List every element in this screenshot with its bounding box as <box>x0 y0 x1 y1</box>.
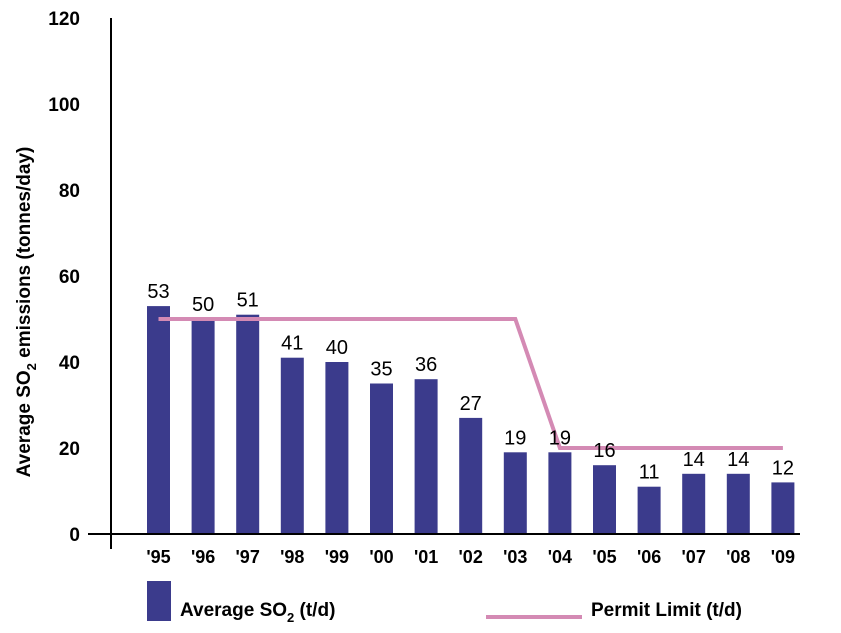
bar-0 <box>147 306 170 534</box>
y-tick-label-0: 0 <box>69 525 80 546</box>
y-tick-label-3: 60 <box>59 267 80 288</box>
data-label-0: 53 <box>147 281 169 303</box>
legend-line-label: Permit Limit (t/d) <box>591 600 742 621</box>
x-tick-label-9: '04 <box>548 547 572 567</box>
x-tick-label-0: '95 <box>146 547 170 567</box>
data-labels: 53 50 51 41 40 35 36 27 19 19 16 11 14 14 12 <box>147 281 794 484</box>
data-label-11: 11 <box>639 462 660 484</box>
bar-12 <box>682 473 706 534</box>
bar-4 <box>325 362 349 534</box>
bar-2 <box>236 314 260 534</box>
x-tick-label-14: '09 <box>771 547 795 567</box>
y-tick-label-5: 100 <box>48 95 80 116</box>
data-label-9: 19 <box>549 427 571 449</box>
y-tick-label-4: 80 <box>59 181 80 202</box>
axes-layer <box>88 18 800 549</box>
y-axis-title: Average SO2 emissions (tonnes/day) <box>14 147 39 478</box>
bar-9 <box>548 452 572 534</box>
x-tick-label-2: '97 <box>236 547 260 567</box>
data-label-14: 12 <box>772 457 794 479</box>
bar-1 <box>191 319 215 534</box>
bar-7 <box>459 417 483 534</box>
x-tick-label-4: '99 <box>325 547 349 567</box>
x-tick-label-8: '03 <box>503 547 527 567</box>
legend: Average SO2 (t/d) Permit Limit (t/d) <box>147 581 742 625</box>
data-label-2: 51 <box>237 290 259 312</box>
data-label-12: 14 <box>683 449 705 471</box>
bar-6 <box>414 379 438 534</box>
x-tick-label-7: '02 <box>459 547 483 567</box>
bar-13 <box>726 473 750 534</box>
data-label-6: 36 <box>415 354 437 376</box>
data-label-8: 19 <box>504 427 526 449</box>
x-tick-label-6: '01 <box>414 547 438 567</box>
legend-bar-label: Average SO2 (t/d) <box>180 600 335 625</box>
data-label-3: 41 <box>281 333 303 355</box>
x-tick-labels: '95 '96 '97 '98 '99 '00 '01 '02 '03 '04 '05 '06 '07 '… <box>146 547 795 567</box>
data-label-7: 27 <box>460 393 482 415</box>
x-tick-label-5: '00 <box>369 547 393 567</box>
x-tick-label-3: '98 <box>280 547 304 567</box>
bar-14 <box>771 482 795 534</box>
legend-bar-swatch <box>147 581 171 621</box>
data-label-5: 35 <box>370 359 392 381</box>
x-tick-label-12: '07 <box>682 547 706 567</box>
bar-3 <box>280 357 304 534</box>
x-tick-label-11: '06 <box>637 547 661 567</box>
x-tick-label-1: '96 <box>191 547 215 567</box>
x-tick-label-13: '08 <box>726 547 750 567</box>
data-label-13: 14 <box>727 449 749 471</box>
y-tick-labels: 0 20 40 60 80 100 120 <box>48 9 111 546</box>
y-tick-label-1: 20 <box>59 439 80 460</box>
y-tick-label-6: 120 <box>48 9 80 30</box>
data-label-10: 16 <box>593 440 615 462</box>
data-label-1: 50 <box>192 294 214 316</box>
x-tick-label-10: '05 <box>592 547 616 567</box>
permit-limit-line <box>158 317 783 450</box>
y-tick-label-2: 40 <box>59 353 80 374</box>
line-layer <box>158 317 783 450</box>
bar-11 <box>637 486 661 534</box>
bar-5 <box>370 383 393 534</box>
data-label-4: 40 <box>326 337 348 359</box>
bars-layer <box>147 306 795 534</box>
bar-10 <box>593 465 616 534</box>
bar-8 <box>503 452 527 534</box>
